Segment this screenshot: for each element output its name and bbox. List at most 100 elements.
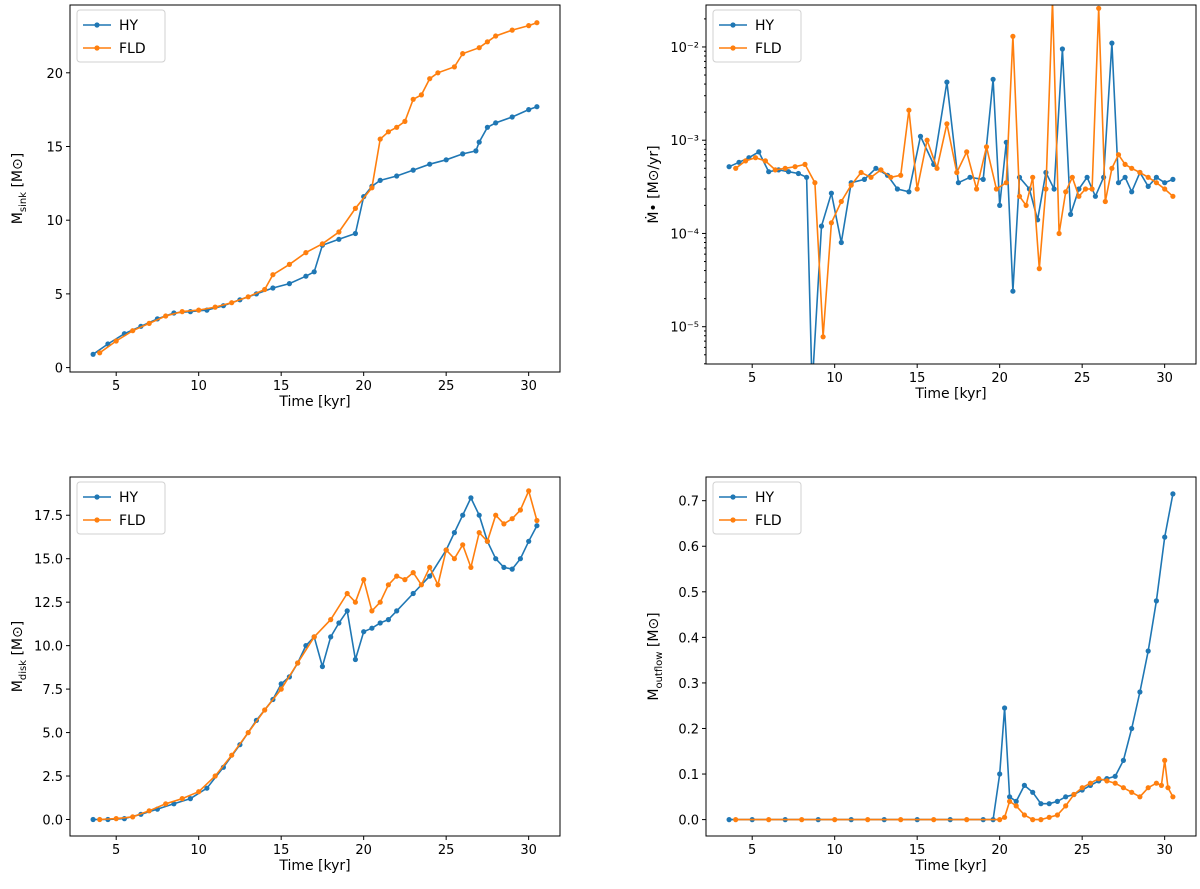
data-point [1084,174,1090,180]
data-point [1082,186,1089,192]
legend-label-fld: FLD [755,513,782,529]
data-point [526,107,532,113]
axes-frame [69,476,561,837]
data-point [1056,230,1062,237]
data-point [878,167,884,173]
legend: HY FLD [712,9,802,63]
data-point [726,164,732,170]
data-point [1165,785,1171,791]
legend-marker [730,45,736,51]
data-point [163,313,169,319]
data-point [534,104,540,110]
data-point [802,161,808,167]
data-point [1153,598,1159,604]
data-point [484,124,490,130]
data-point [894,186,901,192]
data-point [931,817,937,823]
data-point [204,785,210,791]
data-point [517,507,524,513]
data-point [526,488,532,494]
series-line-hy [728,43,1174,364]
data-point [484,538,490,544]
y-axis-label: Moutflow [M⊙] [646,612,665,700]
series-line-hy [729,493,1174,821]
data-point [509,114,515,120]
data-point [1030,174,1036,180]
data-point [460,51,466,57]
legend-label-hy: HY [755,490,775,506]
data-point [967,174,973,180]
series-line-fld [735,760,1174,821]
series-fld [97,488,540,823]
data-point [377,599,383,605]
data-point [1054,798,1060,805]
data-point [303,250,309,256]
data-point [229,752,235,758]
data-point [369,608,375,614]
data-point [146,320,152,326]
data-point [832,817,838,823]
data-point [410,96,416,102]
data-point [944,79,950,85]
y-tick-label: 10⁻³ [670,134,699,149]
legend-label-hy: HY [119,18,139,34]
data-point [980,176,986,182]
data-point [1170,491,1176,497]
data-point [311,634,317,640]
legend-marker [730,494,736,500]
data-point [997,817,1003,823]
data-point [766,817,772,823]
data-point [955,180,962,186]
data-point [418,92,424,98]
axes-frame [705,476,1197,837]
data-point [97,350,103,356]
data-point [1153,180,1159,186]
y-tick-label: 10.0 [34,640,63,655]
data-point [1129,165,1135,171]
data-point [1096,776,1102,782]
data-point [1063,803,1069,809]
data-point [1010,33,1016,39]
x-tick-label: 5 [112,843,120,858]
x-tick-label: 20 [991,371,1008,386]
data-point [1096,5,1102,11]
x-tick-label: 15 [273,843,290,858]
data-point [1046,814,1052,820]
data-point [286,261,292,267]
data-point [1137,794,1143,800]
data-point [468,564,474,571]
data-point [427,564,433,571]
data-point [130,814,136,820]
data-point [534,20,540,26]
axes-frame [69,4,561,373]
data-point [212,304,218,310]
data-point [427,76,433,82]
data-point [187,796,193,802]
data-point [811,366,816,371]
data-point [1112,773,1118,779]
data-point [278,686,284,692]
y-tick-label: 17.5 [34,509,63,524]
data-point [484,39,490,45]
data-point [726,817,732,823]
series-line-hy [93,496,538,821]
data-point [377,177,383,183]
data-point [476,512,482,518]
data-point [402,118,408,124]
data-point [983,144,990,150]
data-point [361,629,367,635]
y-tick-label: 0.6 [678,540,699,555]
data-point [795,170,802,177]
data-point [1010,288,1016,294]
data-point [914,186,920,192]
data-point [377,620,383,626]
series-fld [733,757,1176,823]
data-point [90,816,96,823]
x-tick-label: 10 [826,371,843,386]
data-point [820,334,826,340]
data-point [295,660,301,666]
series-hy [726,491,1176,823]
data-point [782,165,788,171]
data-point [352,599,358,605]
